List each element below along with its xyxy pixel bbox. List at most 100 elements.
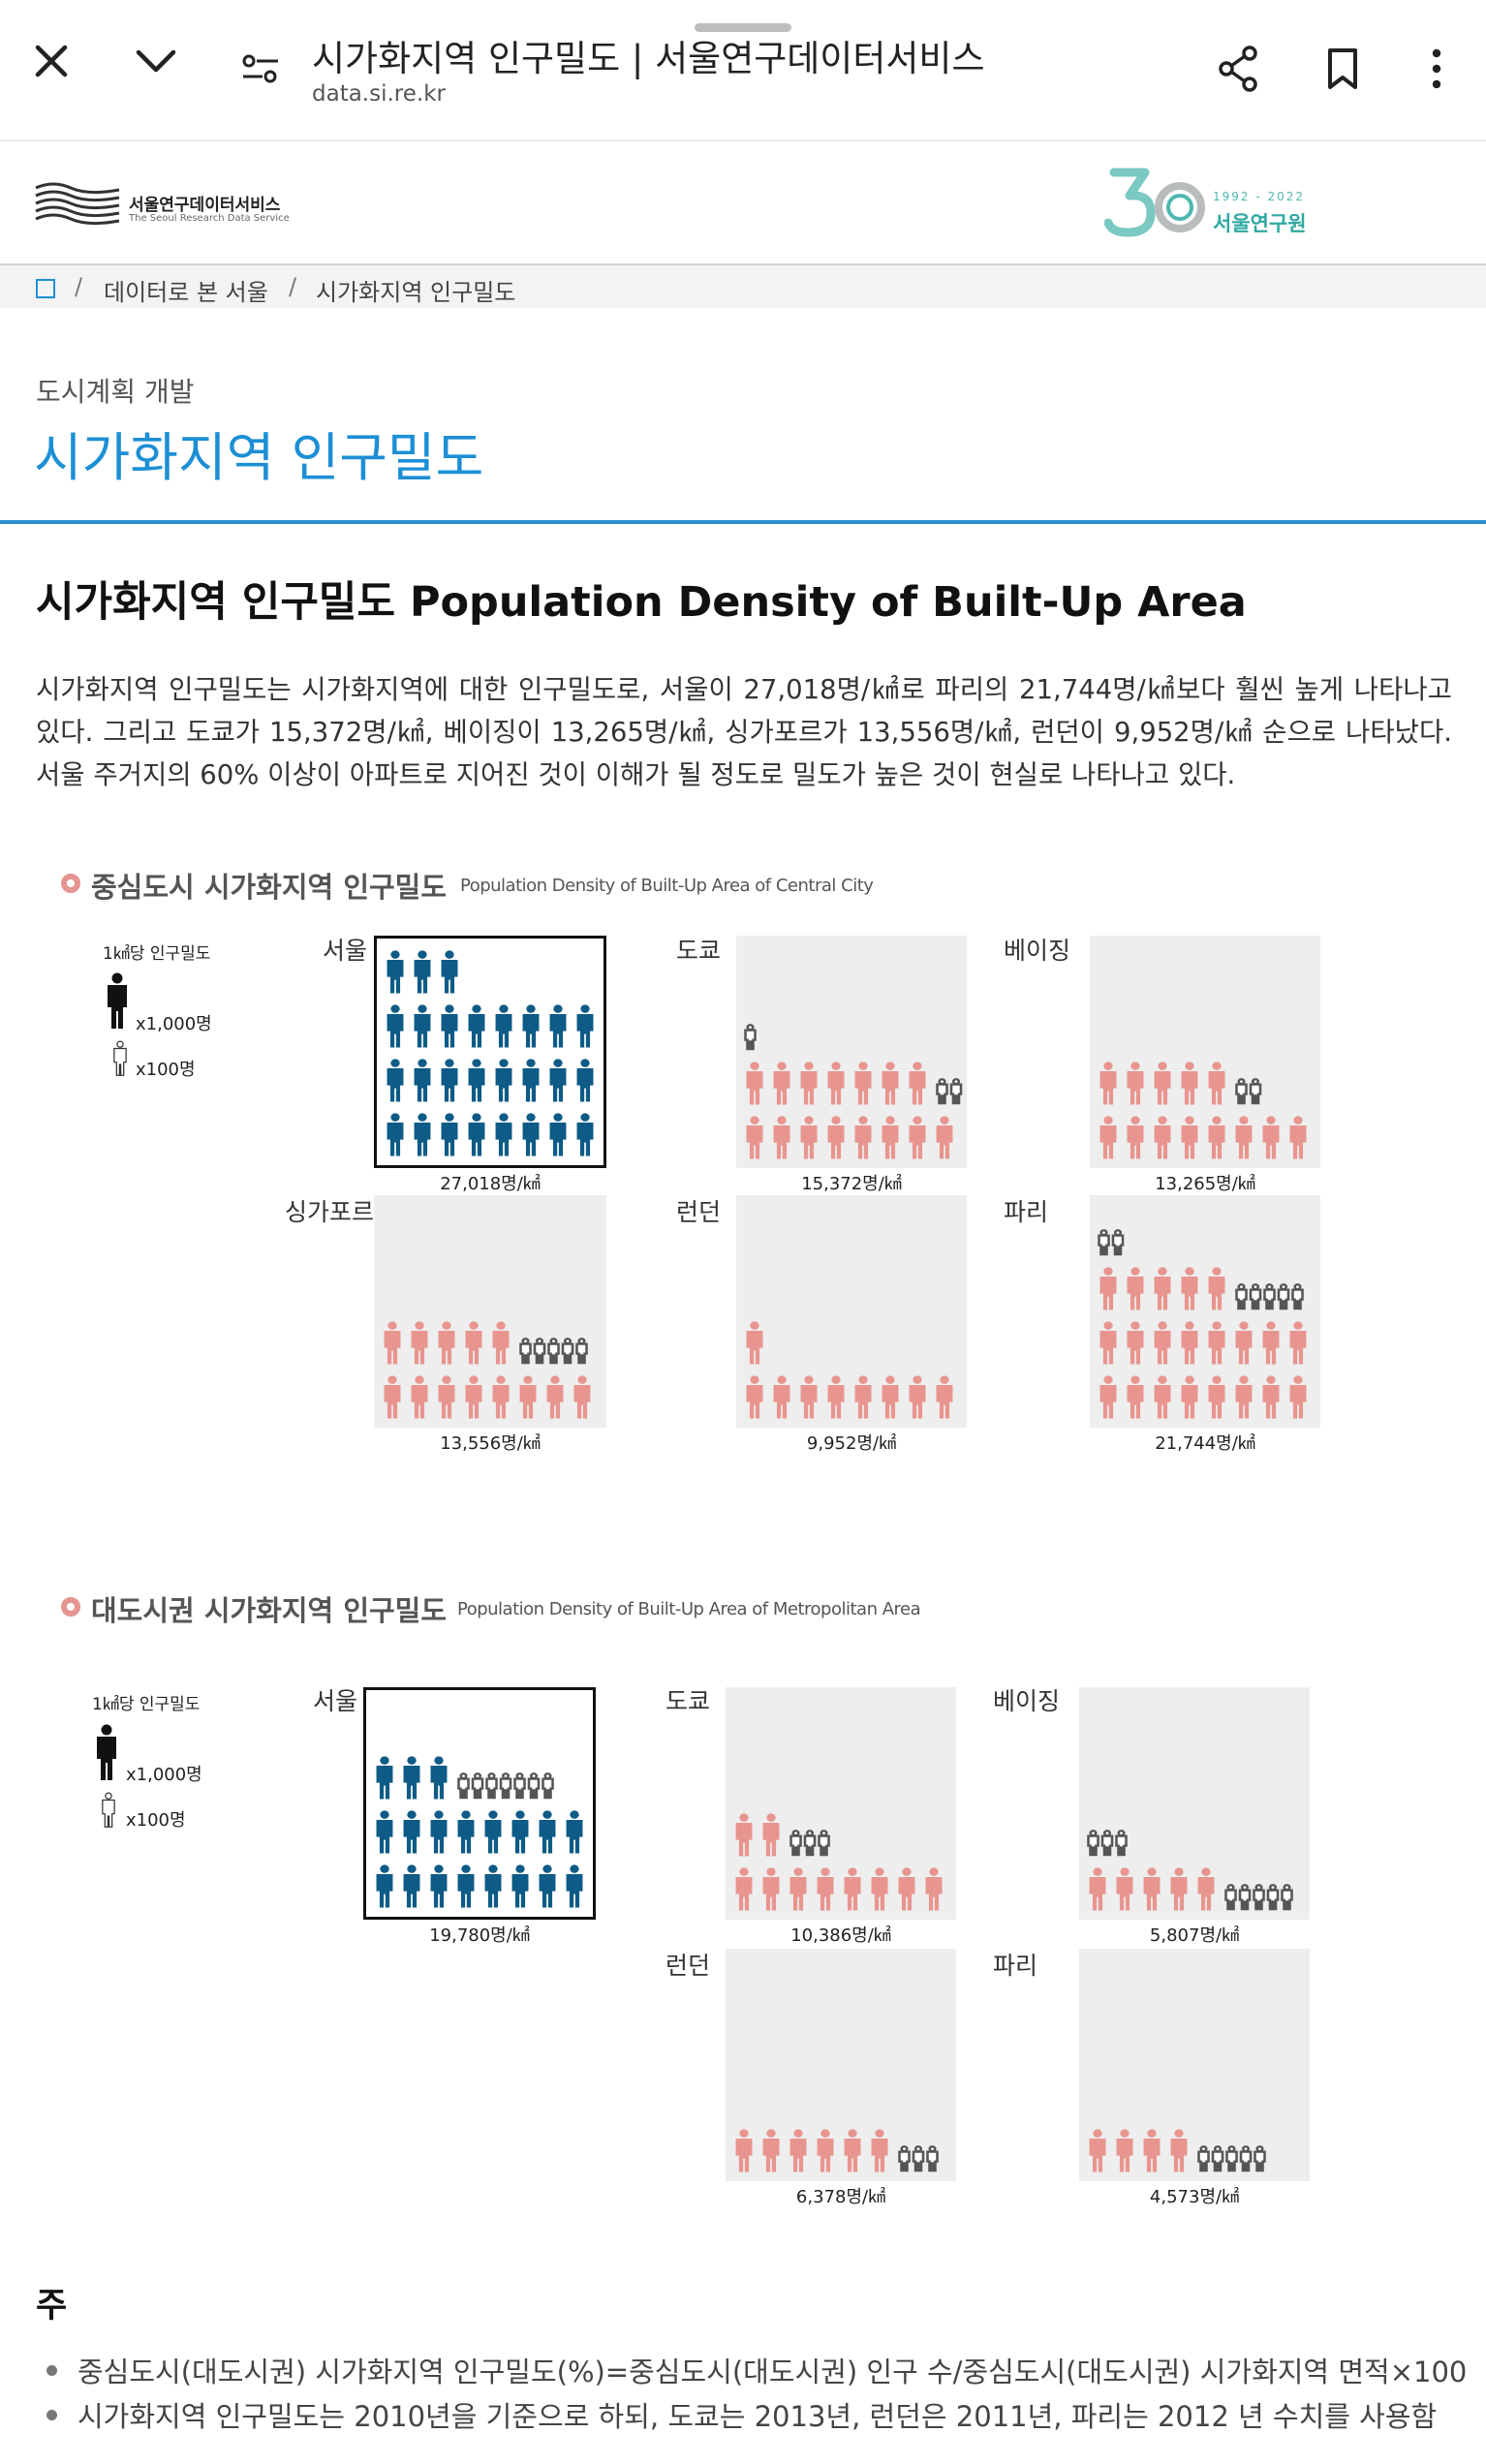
person-1000-icon [1289, 1375, 1307, 1419]
city-label: 도쿄 [666, 1687, 711, 1715]
person-1000-icon [1099, 1062, 1117, 1105]
person-100-icon [499, 1772, 512, 1800]
person-1000-icon [576, 1004, 594, 1048]
person-100-icon [485, 1772, 498, 1800]
person-1000-icon [1154, 1116, 1171, 1159]
pictogram-box-seoul [374, 936, 606, 1168]
more-vert-icon[interactable] [1403, 35, 1471, 103]
value-label: 13,556명/㎢ [440, 1433, 541, 1454]
share-icon[interactable] [1204, 35, 1272, 103]
site-logo-icon[interactable] [34, 178, 121, 231]
person-1000-icon [1197, 1867, 1215, 1911]
home-icon[interactable] [36, 279, 55, 298]
person-1000-icon [1181, 1062, 1198, 1105]
person-1000-icon [1235, 1321, 1253, 1365]
note-item: 시가화지역 인구밀도는 2010년을 기준으로 하되, 도쿄는 2013년, 런… [77, 2400, 1438, 2433]
person-100-icon [533, 1338, 546, 1365]
person-1000-icon [735, 2129, 753, 2172]
drag-handle[interactable] [695, 23, 791, 32]
anniversary-30-icon [1103, 165, 1209, 242]
person-100-icon [1238, 1884, 1252, 1911]
page-settings-icon[interactable] [227, 35, 294, 103]
city-label: 베이징 [993, 1687, 1061, 1715]
person-100-icon [1235, 1283, 1248, 1310]
city-label: 서울 [313, 1687, 358, 1715]
person-1000-icon [387, 1113, 404, 1156]
person-1000-icon [844, 1867, 861, 1911]
value-label: 4,573명/㎢ [1149, 2187, 1240, 2207]
person-1000-icon [1154, 1062, 1171, 1105]
person-100-icon [1254, 2145, 1266, 2172]
person-1000-icon [1127, 1116, 1144, 1159]
person-1000-icon [414, 1004, 431, 1048]
person-1000-icon [746, 1375, 763, 1419]
value-label: 13,265명/㎢ [1155, 1174, 1255, 1194]
site-logo-subtext: The Seoul Research Data Service [129, 213, 290, 224]
person-1000-icon [414, 1113, 431, 1156]
legend-hundred-label: x100명 [126, 1810, 186, 1831]
person-1000-icon [457, 1864, 475, 1908]
person-1000-icon [1289, 1321, 1307, 1365]
person-100-icon [1266, 1884, 1280, 1911]
person-1000-icon [566, 1810, 583, 1854]
city-label: 베이징 [1004, 937, 1071, 965]
person-1000-icon [376, 1756, 393, 1800]
person-1000-icon [539, 1810, 556, 1854]
pictogram-box-beijing [1090, 936, 1320, 1168]
person-100-icon [912, 2145, 925, 2172]
person-1000-icon [854, 1375, 872, 1419]
person-1000-icon [925, 1867, 943, 1911]
breadcrumb-item[interactable]: 데이터로 본 서울 [104, 279, 268, 306]
person-1000-icon [549, 1113, 567, 1156]
person-100-icon [1249, 1283, 1262, 1310]
anniversary-years: 1992 - 2022 [1213, 190, 1306, 203]
pictogram-figures [1099, 1062, 1307, 1159]
city-label: 도쿄 [676, 937, 722, 965]
city-label: 파리 [993, 1952, 1038, 1980]
person-1000-icon [108, 972, 127, 1029]
close-icon[interactable] [17, 27, 85, 95]
bookmark-icon[interactable] [1309, 35, 1377, 103]
bullet-circle-icon [61, 1597, 80, 1617]
person-1000-icon [1143, 2129, 1161, 2172]
person-1000-icon [430, 1756, 448, 1800]
pictogram-figures [746, 1321, 953, 1419]
person-1000-icon [1127, 1062, 1144, 1105]
person-1000-icon [1208, 1321, 1225, 1365]
bullet-circle-icon [61, 874, 80, 893]
person-100-icon [1249, 1078, 1262, 1105]
person-1000-icon [789, 1867, 807, 1911]
person-1000-icon [1099, 1116, 1117, 1159]
person-100-icon [1225, 2145, 1238, 2172]
person-1000-icon [882, 1062, 899, 1105]
person-100-icon [1281, 1884, 1293, 1911]
pictogram-box-seoul [363, 1687, 596, 1920]
person-1000-icon [1154, 1267, 1171, 1310]
page-url[interactable]: data.si.re.kr [312, 81, 446, 107]
person-1000-icon [97, 1724, 116, 1780]
pictogram-box-tokyo [736, 936, 967, 1168]
breadcrumb-item[interactable]: 시가화지역 인구밀도 [316, 279, 516, 306]
pictogram-box-paris [1079, 1949, 1310, 2181]
chevron-down-icon[interactable] [122, 27, 190, 95]
pictogram-box-singapore [374, 1195, 606, 1428]
person-1000-icon [827, 1375, 845, 1419]
breadcrumb [0, 265, 1486, 308]
person-1000-icon [376, 1864, 393, 1908]
person-1000-icon [1208, 1375, 1225, 1419]
person-1000-icon [936, 1116, 953, 1159]
person-1000-icon [762, 1867, 780, 1911]
page-title[interactable]: 시가화지역 인구밀도 | 서울연구데이터서비스 [312, 38, 985, 79]
person-1000-icon [566, 1864, 583, 1908]
person-1000-icon [522, 1004, 540, 1048]
person-1000-icon [1208, 1267, 1225, 1310]
person-100-icon [926, 2145, 939, 2172]
person-100-icon [1224, 1884, 1237, 1911]
chart-subtitle: Population Density of Built-Up Area of M… [457, 1599, 921, 1619]
person-1000-icon [1289, 1116, 1307, 1159]
person-1000-icon [384, 1375, 401, 1419]
person-1000-icon [1208, 1062, 1225, 1105]
site-logo-text[interactable]: 서울연구데이터서비스 [129, 196, 281, 215]
person-1000-icon [522, 1113, 540, 1156]
person-1000-icon [735, 1813, 753, 1857]
